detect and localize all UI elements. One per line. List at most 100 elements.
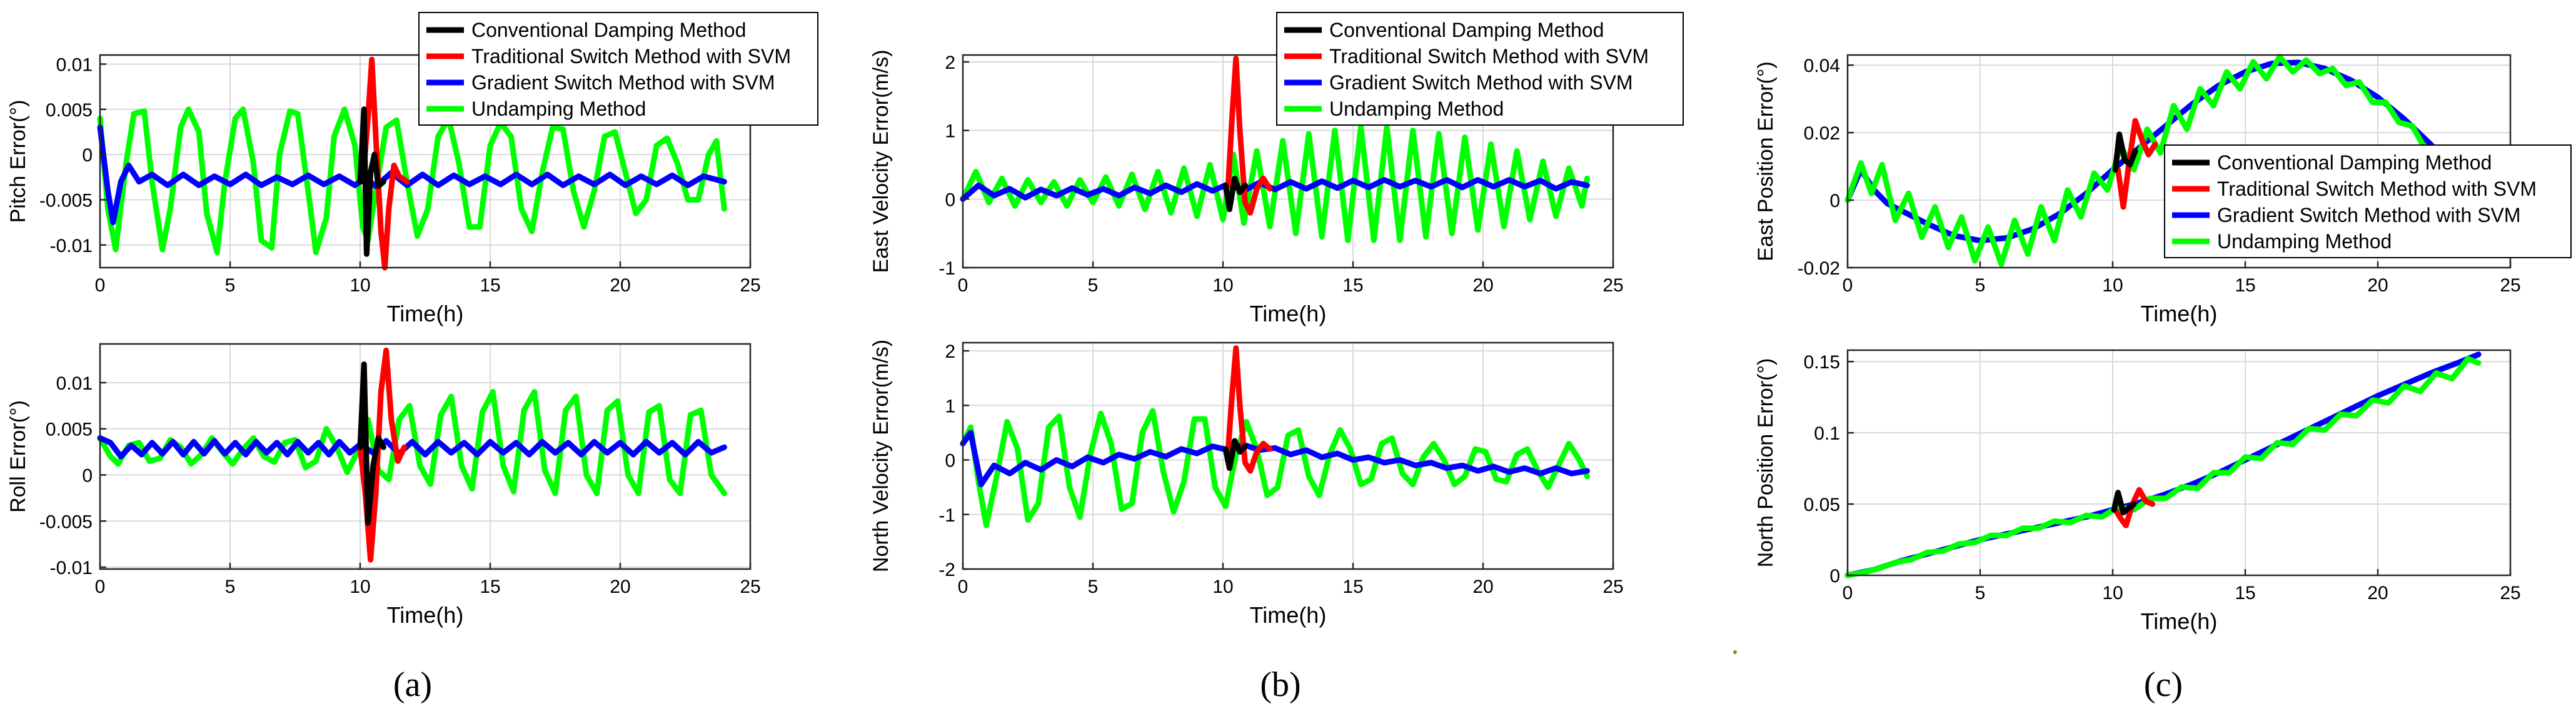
east-velocity-series-undamping: [960, 124, 1590, 243]
north-position-x-tick-label: 10: [2102, 583, 2123, 603]
east-position-series-traditional: [2115, 118, 2158, 210]
north-velocity-chart: 0 5 10 15 20 25 -2 -1 0 1 2 Time(h) North Velocity E…: [869, 340, 1624, 628]
roll-x-axis-label: Time(h): [387, 602, 464, 628]
pitch-x-tick-label: 25: [740, 275, 760, 296]
east-velocity-y-axis-label: East Velocity Error(m/s): [869, 49, 893, 273]
north-velocity-series-conventional: [1222, 438, 1248, 471]
north-velocity-x-tick-label: 0: [958, 577, 969, 597]
roll-x-tick-label: 10: [350, 577, 370, 597]
east-position-legend-entry: Gradient Switch Method with SVM: [2217, 204, 2521, 226]
pitch-series-undamping: [97, 106, 727, 255]
north-velocity-y-axis-label: North Velocity Error(m/s): [869, 340, 893, 572]
pitch-x-axis-label: Time(h): [387, 301, 464, 326]
east-velocity-legend-entry: Undamping Method: [1329, 98, 1504, 120]
north-position-x-tick-label: 5: [1975, 583, 1986, 603]
north-position-y-tick-label: 0: [1829, 566, 1840, 587]
roll-x-tick-label: 15: [480, 577, 500, 597]
east-velocity-y-tick-label: -1: [938, 258, 955, 279]
pitch-legend-box: [418, 12, 818, 126]
north-position-y-tick-label: 0.1: [1814, 423, 1840, 444]
north-position-x-tick-label: 20: [2367, 583, 2388, 603]
roll-chart: 0 5 10 15 20 25 -0.01 -0.005 0 0.005 0.01 Time(h) Ro…: [6, 343, 761, 628]
pitch-x-tick-label: 5: [225, 275, 236, 296]
north-position-chart: 0 5 10 15 20 25 0 0.05 0.1 0.15 Time(h) North Posit…: [1754, 349, 2521, 634]
north-velocity-y-tick-label: 2: [945, 341, 955, 362]
north-position-x-tick-label: 0: [1843, 583, 1853, 603]
panel-label-b: (b): [1260, 665, 1301, 704]
east-position-legend-entry: Traditional Switch Method with SVM: [2217, 178, 2537, 200]
north-velocity-y-tick-label: 0: [945, 451, 955, 471]
east-velocity-x-tick-label: 15: [1342, 275, 1363, 296]
north-position-y-axis-label: North Position Error(°): [1754, 358, 1778, 568]
east-velocity-legend-entry: Traditional Switch Method with SVM: [1329, 45, 1649, 68]
east-velocity-legend-entry: Conventional Damping Method: [1329, 19, 1604, 41]
roll-y-tick-label: 0.005: [46, 420, 93, 440]
pitch-chart: 0 5 10 15 20 25 -0.01 -0.005 0 0.005 0.01 Time(h) Pi…: [6, 12, 818, 326]
north-velocity-x-axis-label: Time(h): [1250, 602, 1327, 628]
north-velocity-x-tick-label: 20: [1472, 577, 1493, 597]
roll-y-axis-label: Roll Error(°): [6, 400, 30, 513]
pitch-x-tick-label: 10: [350, 275, 370, 296]
east-position-x-tick-label: 5: [1975, 275, 1986, 296]
roll-axes-box: [99, 343, 752, 570]
roll-x-tick-label: 5: [225, 577, 236, 597]
east-velocity-legend-entry: Gradient Switch Method with SVM: [1329, 71, 1633, 94]
east-position-y-tick-label: 0: [1829, 191, 1840, 211]
east-position-y-axis-label: East Position Error(°): [1754, 61, 1778, 261]
north-position-series-undamping: [1844, 356, 2482, 578]
east-velocity-legend: Conventional Damping Method Traditional S…: [1276, 12, 1684, 126]
east-position-series-undamping: [1844, 54, 2455, 268]
east-position-legend-entry: Conventional Damping Method: [2217, 151, 2492, 174]
roll-y-tick-label: -0.005: [39, 512, 93, 532]
east-position-legend: Conventional Damping Method Traditional S…: [2164, 144, 2572, 258]
north-velocity-x-tick-label: 25: [1602, 577, 1623, 597]
pitch-legend-entry: Undamping Method: [471, 98, 646, 120]
north-velocity-y-tick-label: 1: [945, 396, 955, 416]
east-velocity-x-tick-label: 0: [958, 275, 969, 296]
east-position-x-tick-label: 20: [2367, 275, 2388, 296]
pitch-y-tick-label: 0.01: [56, 54, 93, 75]
north-velocity-x-tick-label: 5: [1088, 577, 1099, 597]
roll-y-tick-label: 0: [82, 466, 93, 487]
east-velocity-y-tick-label: 2: [945, 53, 955, 73]
roll-x-tick-label: 0: [95, 577, 106, 597]
east-velocity-x-tick-label: 10: [1212, 275, 1233, 296]
east-position-y-tick-label: 0.04: [1804, 56, 1840, 76]
roll-x-tick-label: 20: [610, 577, 630, 597]
north-velocity-series-traditional: [1225, 345, 1273, 474]
east-position-legend-box: [2164, 144, 2572, 258]
roll-series-conventional: [357, 361, 386, 526]
pitch-y-tick-label: 0.005: [46, 100, 93, 121]
pitch-y-tick-label: -0.01: [50, 236, 93, 256]
north-velocity-y-tick-label: -1: [938, 505, 955, 526]
north-position-y-tick-label: 0.15: [1804, 352, 1840, 373]
east-velocity-x-tick-label: 5: [1088, 275, 1099, 296]
east-velocity-x-tick-label: 20: [1472, 275, 1493, 296]
east-position-legend-entry: Undamping Method: [2217, 230, 2392, 253]
east-position-y-tick-label: -0.02: [1798, 258, 1840, 279]
north-position-y-tick-label: 0.05: [1804, 495, 1840, 515]
pitch-y-tick-label: -0.005: [39, 190, 93, 211]
pitch-legend-entry: Traditional Switch Method with SVM: [471, 45, 791, 68]
pitch-x-tick-label: 0: [95, 275, 106, 296]
pitch-y-axis-label: Pitch Error(°): [6, 100, 30, 223]
pitch-y-tick-label: 0: [82, 145, 93, 166]
north-velocity-x-tick-label: 10: [1212, 577, 1233, 597]
pitch-legend: Conventional Damping Method Traditional S…: [418, 12, 818, 126]
east-position-y-tick-label: 0.02: [1804, 123, 1840, 144]
pitch-x-tick-label: 20: [610, 275, 630, 296]
north-position-series-conventional: [2111, 490, 2137, 516]
panel-label-a: (a): [393, 665, 432, 704]
north-position-axes-box: [1846, 349, 2512, 577]
east-velocity-series-gradient: [960, 177, 1590, 202]
east-position-x-tick-label: 25: [2500, 275, 2520, 296]
east-position-x-tick-label: 0: [1843, 275, 1853, 296]
north-position-x-axis-label: Time(h): [2141, 608, 2218, 634]
pitch-x-tick-label: 15: [480, 275, 500, 296]
north-velocity-x-tick-label: 15: [1342, 577, 1363, 597]
roll-y-tick-label: -0.01: [50, 558, 93, 578]
east-velocity-x-tick-label: 25: [1602, 275, 1623, 296]
